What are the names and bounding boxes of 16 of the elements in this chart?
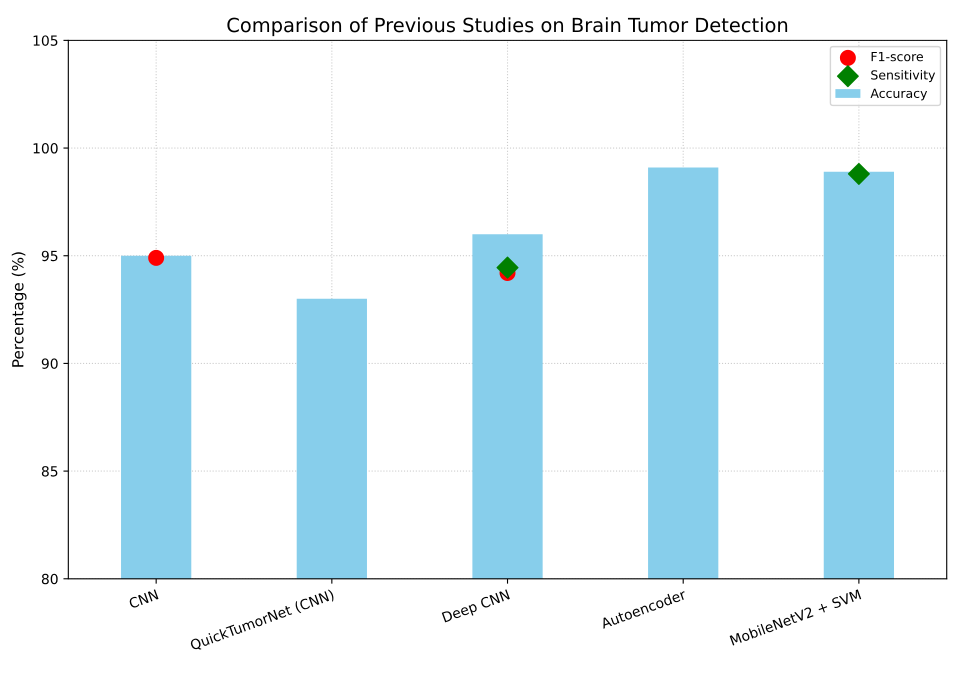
y-tick-label: 100 [34,143,58,154]
point [848,162,870,185]
x-tick-label: Deep CNN [442,589,511,626]
legend-label: Sensitivity [871,70,936,82]
y-tick-label: 95 [42,250,58,262]
y-axis-title: Percentage (%) [12,252,27,367]
legend-label: F1-score [872,52,923,62]
chart-title: Comparison of Previous Studies on Brain Tumor Detection [227,17,788,36]
point [148,250,164,266]
y-tick-label: 90 [42,358,58,369]
point [496,256,519,279]
y-tick-label: 105 [34,35,58,46]
y-tick-label: 80 [42,574,58,584]
y-tick-label: 85 [42,466,58,477]
legend-label: Accuracy [870,88,928,100]
x-tick-label: CNN [128,589,159,609]
